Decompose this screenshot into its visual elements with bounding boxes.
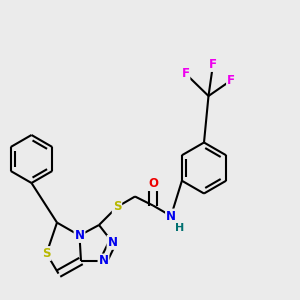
Text: N: N [107,236,118,249]
Text: S: S [42,247,51,260]
Text: N: N [98,254,109,268]
Text: S: S [113,200,121,214]
Text: F: F [227,74,235,87]
Text: N: N [74,229,85,242]
Text: F: F [182,67,189,80]
Text: O: O [148,177,158,190]
Text: N: N [166,209,176,223]
Text: H: H [175,223,184,233]
Text: F: F [209,58,217,71]
